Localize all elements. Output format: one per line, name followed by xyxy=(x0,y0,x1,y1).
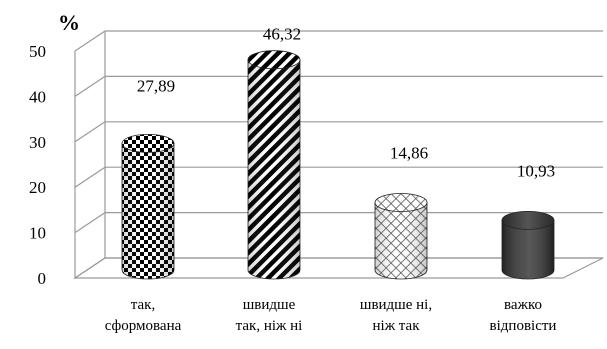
gridline xyxy=(74,30,603,52)
gridline xyxy=(74,166,603,188)
y-tick-label: 20 xyxy=(29,178,46,197)
x-tick-label: так, ніж ні xyxy=(236,318,303,334)
x-tick-label: швидше xyxy=(243,297,296,313)
y-axis-ticks: 0 10 20 30 40 50 xyxy=(29,42,46,288)
y-axis-unit-label: % xyxy=(58,10,80,35)
x-tick-label: відповісти xyxy=(490,318,557,334)
y-tick-label: 40 xyxy=(29,87,46,106)
x-axis-labels: так, сформована швидше так, ніж ні швидше ні… xyxy=(105,297,557,334)
bar xyxy=(247,50,301,280)
data-label: 27,89 xyxy=(137,76,175,95)
bar xyxy=(501,210,555,280)
x-tick-label: сформована xyxy=(105,318,182,334)
x-tick-label: ніж так xyxy=(373,318,421,334)
y-tick-label: 50 xyxy=(29,42,46,61)
x-tick-label: швидше ні, xyxy=(360,297,432,313)
bar xyxy=(374,193,428,280)
y-tick-label: 10 xyxy=(29,224,46,243)
x-tick-label: так, xyxy=(131,297,155,313)
data-labels: 27,89 46,32 14,86 10,93 xyxy=(137,25,555,181)
gridline xyxy=(74,121,603,143)
bars xyxy=(121,50,555,280)
data-label: 46,32 xyxy=(263,25,301,44)
x-tick-label: важко xyxy=(504,297,542,313)
gridlines xyxy=(73,30,604,279)
data-label: 10,93 xyxy=(517,161,555,180)
gridline xyxy=(74,75,603,97)
y-tick-label: 30 xyxy=(29,133,46,152)
bar xyxy=(121,133,175,280)
data-label: 14,86 xyxy=(390,144,428,163)
y-tick-label: 0 xyxy=(38,269,47,288)
